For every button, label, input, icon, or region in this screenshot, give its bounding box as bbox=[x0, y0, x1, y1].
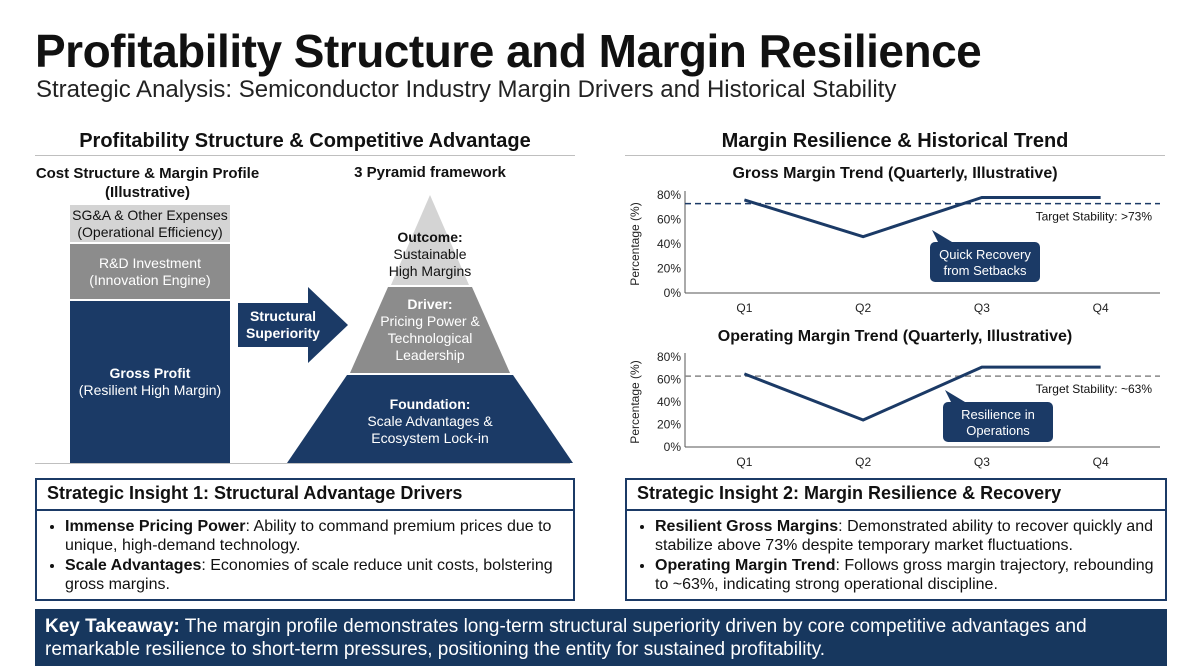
x-tick-label: Q4 bbox=[1093, 301, 1109, 315]
cost-structure-title: Cost Structure & Margin Profile (Illustr… bbox=[35, 165, 260, 201]
structural-arrow-icon bbox=[238, 287, 348, 363]
key-takeaway-banner: Key Takeaway: The margin profile demonst… bbox=[35, 609, 1167, 666]
callout-pointer bbox=[945, 390, 965, 402]
pyramid-outcome-head: Outcome: bbox=[397, 229, 463, 245]
insight-2-item-text: : Demonstrated ability to recover quickl… bbox=[655, 518, 1153, 554]
callout-text: Operations bbox=[966, 423, 1030, 438]
operating-margin-chart: Percentage (%) 0% 20% 40% 60% 80% Q1 Q2 Q3 Q4 Targ… bbox=[628, 350, 1160, 469]
x-tick-label: Q4 bbox=[1093, 455, 1109, 469]
pyramid-base bbox=[287, 375, 573, 463]
x-tick-label: Q1 bbox=[736, 455, 752, 469]
key-takeaway-label: Key Takeaway: bbox=[45, 616, 180, 637]
insight-2-item-bold: Resilient Gross Margins bbox=[655, 518, 839, 535]
operating-chart-title: Operating Margin Trend (Quarterly, Illus… bbox=[717, 328, 1073, 345]
left-section-heading: Profitability Structure & Competitive Ad… bbox=[79, 130, 531, 152]
y-tick-label: 40% bbox=[657, 237, 681, 251]
callout-text: Resilience in bbox=[961, 407, 1035, 422]
pyramid-driver: Driver: Pricing Power & Technological Le… bbox=[355, 296, 505, 364]
x-tick-label: Q1 bbox=[736, 301, 752, 315]
y-tick-label: 0% bbox=[664, 440, 682, 454]
insight-2-heading: Strategic Insight 2: Margin Resilience &… bbox=[627, 480, 1165, 511]
insight-2-item-bold: Operating Margin Trend bbox=[655, 557, 836, 574]
insight-2-box: Strategic Insight 2: Margin Resilience &… bbox=[625, 478, 1167, 601]
gross-margin-chart: Percentage (%) 0% 20% 40% 60% 80% Q1 Q2 Q3 Q4 Targ… bbox=[628, 188, 1160, 315]
insight-1-item-text: : Ability to command premium prices due … bbox=[65, 518, 552, 554]
pyramid-title: 3 Pyramid framework bbox=[354, 164, 506, 181]
pyramid-middle bbox=[350, 287, 510, 373]
target-label: Target Stability: ~63% bbox=[1036, 382, 1153, 396]
pyramid-diagram bbox=[287, 195, 573, 463]
callout-text: from Setbacks bbox=[943, 263, 1027, 278]
y-tick-label: 20% bbox=[657, 262, 681, 276]
insight-1-list: Immense Pricing Power: Ability to comman… bbox=[37, 511, 573, 594]
callout-text: Quick Recovery bbox=[939, 247, 1031, 262]
series-line bbox=[743, 195, 1101, 239]
y-tick-label: 80% bbox=[657, 350, 681, 364]
x-tick-label: Q3 bbox=[974, 455, 990, 469]
pyramid-top bbox=[391, 195, 469, 285]
y-tick-label: 60% bbox=[657, 213, 681, 227]
arrow-label: Structural Superiority bbox=[246, 308, 320, 341]
callout-box bbox=[943, 402, 1053, 442]
insight-1-item-bold: Immense Pricing Power bbox=[65, 518, 246, 535]
callout-box bbox=[930, 242, 1040, 282]
callout-pointer bbox=[932, 230, 952, 242]
x-tick-label: Q2 bbox=[855, 301, 871, 315]
pyramid-foundation: Foundation: Scale Advantages & Ecosystem… bbox=[345, 396, 515, 447]
x-tick-label: Q2 bbox=[855, 455, 871, 469]
y-tick-label: 80% bbox=[657, 188, 681, 202]
stack-sga-label: SG&A & Other Expenses bbox=[72, 206, 228, 223]
y-axis-label: Percentage (%) bbox=[628, 360, 642, 443]
pyramid-outcome-body: Sustainable High Margins bbox=[388, 246, 472, 279]
left-divider bbox=[35, 155, 575, 156]
insight-2-item-text: : Follows gross margin trajectory, rebou… bbox=[655, 557, 1154, 593]
right-section-heading: Margin Resilience & Historical Trend bbox=[721, 130, 1069, 152]
pyramid-outcome: Outcome: Sustainable High Margins bbox=[355, 229, 505, 280]
insight-1-item-bold: Scale Advantages bbox=[65, 557, 202, 574]
stack-rd: R&D Investment (Innovation Engine) bbox=[70, 244, 230, 299]
gross-chart-title: Gross Margin Trend (Quarterly, Illustrat… bbox=[732, 165, 1058, 182]
stack-gross-profit: Gross Profit (Resilient High Margin) bbox=[70, 301, 230, 463]
stack-gross-profit-sub: (Resilient High Margin) bbox=[78, 382, 222, 398]
stack-gross-profit-label: Gross Profit bbox=[109, 365, 191, 381]
insight-2-item: Operating Margin Trend: Follows gross ma… bbox=[655, 556, 1155, 594]
insight-1-item: Immense Pricing Power: Ability to comman… bbox=[65, 517, 563, 555]
baseline-rule bbox=[35, 463, 570, 464]
insight-1-heading: Strategic Insight 1: Structural Advantag… bbox=[37, 480, 573, 511]
page-title: Profitability Structure and Margin Resil… bbox=[35, 25, 982, 77]
target-label: Target Stability: >73% bbox=[1036, 210, 1153, 224]
x-tick-label: Q3 bbox=[974, 301, 990, 315]
pyramid-foundation-body: Scale Advantages & Ecosystem Lock-in bbox=[367, 413, 493, 446]
insight-1-item: Scale Advantages: Economies of scale red… bbox=[65, 556, 563, 594]
page-subtitle: Strategic Analysis: Semiconductor Indust… bbox=[36, 76, 897, 103]
y-tick-label: 0% bbox=[664, 286, 682, 300]
insight-1-box: Strategic Insight 1: Structural Advantag… bbox=[35, 478, 575, 601]
stack-rd-sub: (Innovation Engine) bbox=[89, 271, 211, 288]
stack-rd-label: R&D Investment bbox=[99, 254, 201, 271]
key-takeaway-text: The margin profile demonstrates long-ter… bbox=[45, 616, 1087, 660]
stack-sga-sub: (Operational Efficiency) bbox=[77, 223, 223, 240]
series-line bbox=[743, 365, 1101, 422]
y-tick-label: 40% bbox=[657, 395, 681, 409]
insight-2-list: Resilient Gross Margins: Demonstrated ab… bbox=[627, 511, 1165, 594]
insight-1-item-text: : Economies of scale reduce unit costs, … bbox=[65, 557, 553, 593]
y-tick-label: 60% bbox=[657, 373, 681, 387]
stack-sga: SG&A & Other Expenses (Operational Effic… bbox=[70, 205, 230, 242]
pyramid-driver-head: Driver: bbox=[407, 296, 453, 312]
y-axis-label: Percentage (%) bbox=[628, 202, 642, 285]
y-tick-label: 20% bbox=[657, 418, 681, 432]
pyramid-driver-body: Pricing Power & Technological Leadership bbox=[380, 313, 480, 363]
pyramid-foundation-head: Foundation: bbox=[389, 396, 471, 412]
insight-2-item: Resilient Gross Margins: Demonstrated ab… bbox=[655, 517, 1155, 555]
right-divider bbox=[625, 155, 1165, 156]
